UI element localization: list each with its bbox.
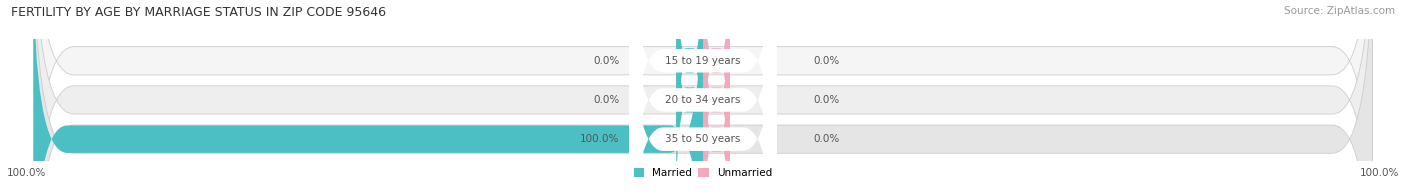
- FancyBboxPatch shape: [703, 0, 730, 196]
- Text: Source: ZipAtlas.com: Source: ZipAtlas.com: [1284, 6, 1395, 16]
- Text: 15 to 19 years: 15 to 19 years: [665, 56, 741, 66]
- Text: 100.0%: 100.0%: [7, 168, 46, 178]
- Text: 0.0%: 0.0%: [814, 95, 839, 105]
- FancyBboxPatch shape: [34, 0, 1372, 196]
- Text: 0.0%: 0.0%: [593, 56, 619, 66]
- FancyBboxPatch shape: [630, 0, 776, 196]
- FancyBboxPatch shape: [703, 34, 730, 196]
- FancyBboxPatch shape: [676, 0, 703, 166]
- Text: 0.0%: 0.0%: [593, 95, 619, 105]
- Text: 35 to 50 years: 35 to 50 years: [665, 134, 741, 144]
- FancyBboxPatch shape: [676, 0, 703, 196]
- Legend: Married, Unmarried: Married, Unmarried: [634, 168, 772, 178]
- Text: 100.0%: 100.0%: [579, 134, 619, 144]
- Text: 0.0%: 0.0%: [814, 134, 839, 144]
- FancyBboxPatch shape: [703, 0, 730, 166]
- Text: 0.0%: 0.0%: [814, 56, 839, 66]
- FancyBboxPatch shape: [34, 0, 1372, 196]
- FancyBboxPatch shape: [34, 0, 703, 196]
- FancyBboxPatch shape: [630, 0, 776, 196]
- Text: 100.0%: 100.0%: [1360, 168, 1399, 178]
- FancyBboxPatch shape: [34, 0, 1372, 196]
- Text: 20 to 34 years: 20 to 34 years: [665, 95, 741, 105]
- Text: FERTILITY BY AGE BY MARRIAGE STATUS IN ZIP CODE 95646: FERTILITY BY AGE BY MARRIAGE STATUS IN Z…: [11, 6, 387, 19]
- FancyBboxPatch shape: [630, 0, 776, 196]
